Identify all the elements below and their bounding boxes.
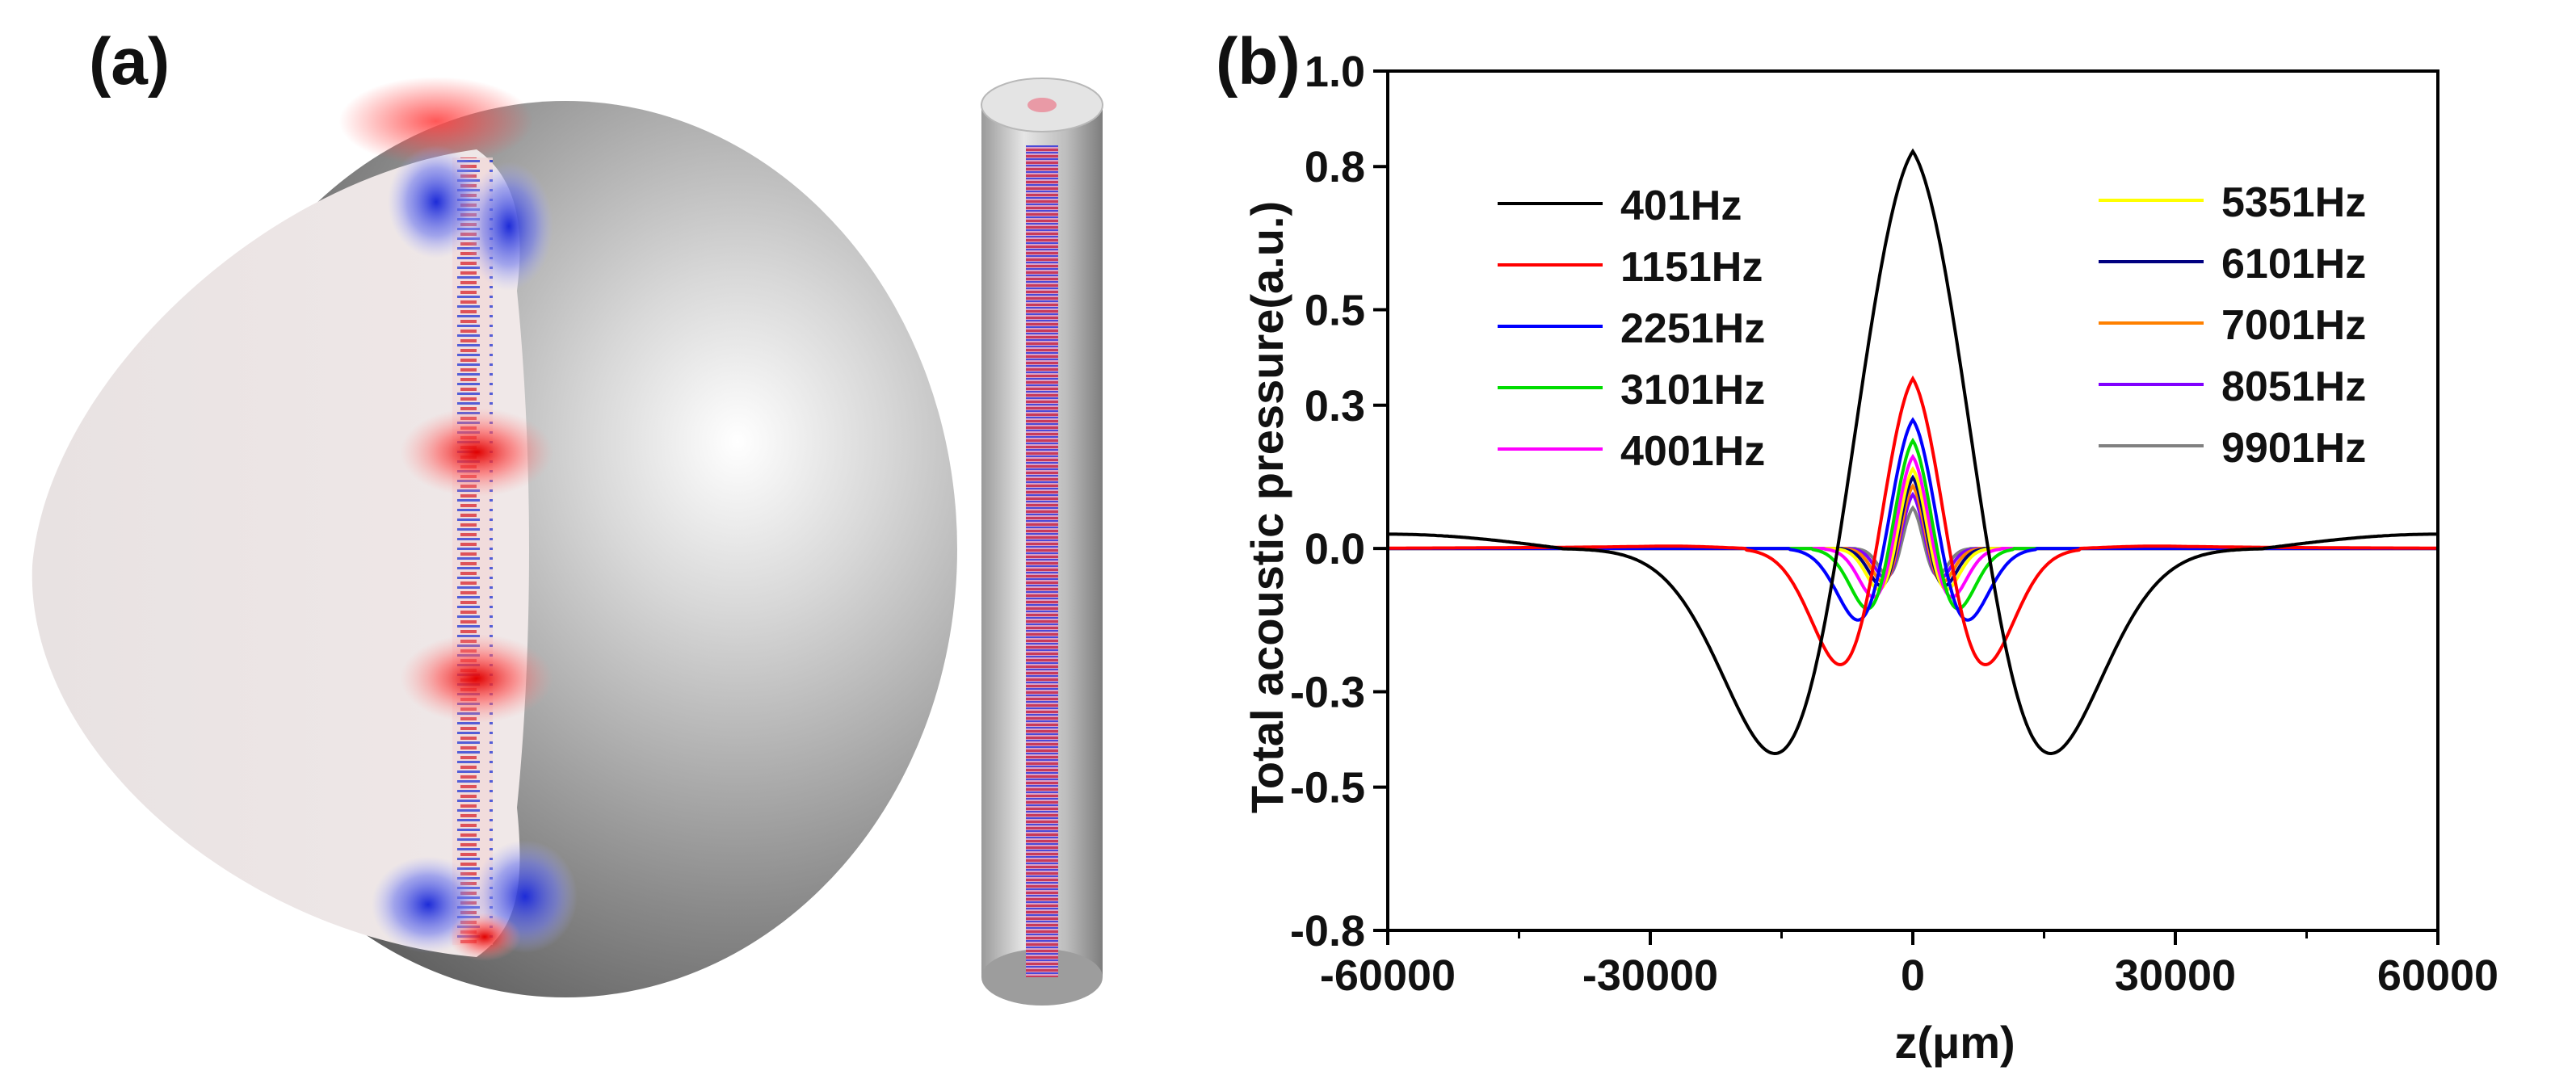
y-tick-label: 0.8 xyxy=(1305,143,1365,191)
series-line-401hz xyxy=(1388,148,2438,756)
field-red-node-upper xyxy=(400,408,553,497)
x-axis-title: z(μm) xyxy=(1894,1017,2015,1068)
legend-label-7001hz: 7001Hz xyxy=(2221,302,2366,349)
series-line-9901hz xyxy=(1388,505,2438,577)
sphere-top-glow xyxy=(339,77,533,166)
x-tick-label: 0 xyxy=(1901,951,1925,1000)
plot-area xyxy=(1388,148,2438,756)
field-red-node-lower xyxy=(400,634,553,723)
legend-label-8051hz: 8051Hz xyxy=(2221,363,2366,410)
panel-a-label: (a) xyxy=(89,25,170,99)
legend-label-9901hz: 9901Hz xyxy=(2221,425,2366,472)
y-tick-label: -0.8 xyxy=(1290,907,1365,955)
y-axis-title: Total acoustic pressure(a.u.) xyxy=(1242,201,1292,813)
legend-label-2251hz: 2251Hz xyxy=(1620,305,1765,352)
legend-label-4001hz: 4001Hz xyxy=(1620,428,1765,475)
y-tick-label: 0.0 xyxy=(1305,525,1365,573)
legend-label-3101hz: 3101Hz xyxy=(1620,367,1765,414)
y-tick-label: 0.5 xyxy=(1305,287,1365,335)
x-tick-label: -60000 xyxy=(1320,951,1456,1000)
legend-label-401hz: 401Hz xyxy=(1620,183,1742,229)
acoustic-pressure-chart: -60000 -30000 0 30000 60000 -0.8 -0.5 -0.3 0.0 0.… xyxy=(1242,48,2498,1068)
x-tick-label: -30000 xyxy=(1582,951,1718,1000)
field-blue-lobe-top-right xyxy=(464,162,553,291)
sphere-cut-face xyxy=(32,149,529,957)
panel-b-label: (b) xyxy=(1216,25,1301,99)
legend-label-1151hz: 1151Hz xyxy=(1620,244,1763,291)
y-tick-label: 1.0 xyxy=(1305,48,1365,96)
cylinder-top-core xyxy=(1027,98,1057,112)
legend: 401Hz 1151Hz 2251Hz 3101Hz 4001Hz 5351Hz 6101H… xyxy=(1498,179,2366,475)
y-tick-label: -0.5 xyxy=(1290,764,1365,812)
y-tick-label: -0.3 xyxy=(1290,668,1365,716)
field-blue-lobe-top xyxy=(388,145,485,258)
y-tick-label: 0.3 xyxy=(1305,382,1365,430)
field-red-edge-bottom xyxy=(448,913,521,961)
field-axis-band xyxy=(452,157,493,945)
legend-label-6101hz: 6101Hz xyxy=(2221,241,2366,288)
x-tick-label: 60000 xyxy=(2377,951,2498,1000)
simulation-render-figure xyxy=(32,77,1103,1006)
cylinder-core-stripes xyxy=(1026,145,1058,977)
axes: -60000 -30000 0 30000 60000 -0.8 -0.5 -0.3 0.0 0.… xyxy=(1290,48,2498,1000)
legend-label-5351hz: 5351Hz xyxy=(2221,179,2366,226)
series-line-7001hz xyxy=(1388,483,2438,584)
x-tick-label: 30000 xyxy=(2115,951,2236,1000)
